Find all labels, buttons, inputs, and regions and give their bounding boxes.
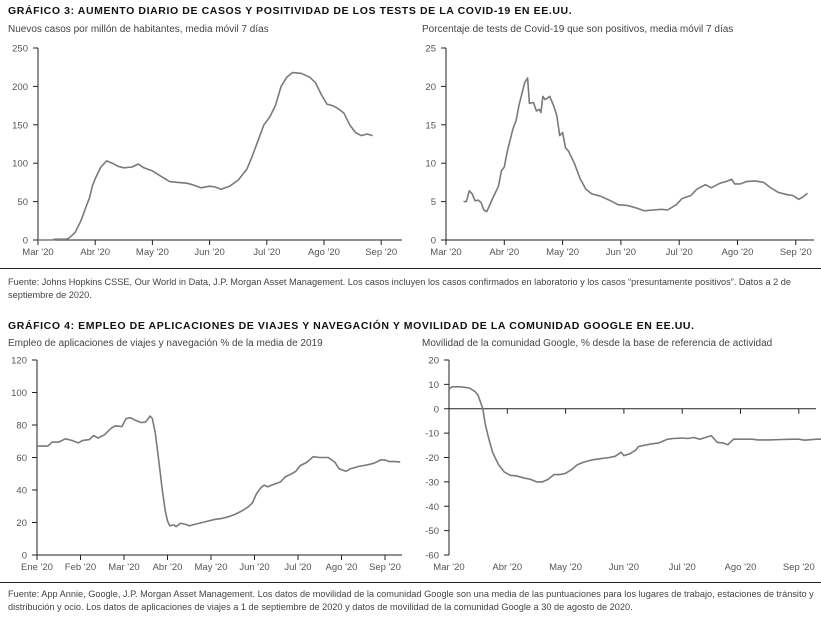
figure-4-title: GRÁFICO 4: EMPLEO DE APLICACIONES DE VIA… — [8, 320, 695, 332]
travel-apps-x-tick-label: Mar '20 — [108, 562, 139, 573]
google-mobility-x-tick-label: May '20 — [549, 562, 582, 573]
google-mobility-y-tick-label: -10 — [425, 429, 439, 440]
travel-apps-y-tick-label: 20 — [16, 518, 27, 529]
cases-series-line — [38, 71, 373, 241]
travel-apps-y-tick-label: 80 — [16, 421, 27, 432]
google-mobility-y-tick-label: 20 — [428, 356, 439, 367]
google-mobility-series-line — [448, 386, 821, 483]
travel-apps-y-tick-label: 0 — [22, 551, 27, 562]
positivity-y-tick-label: 10 — [425, 159, 436, 170]
positivity-x-tick-label: Jun '20 — [606, 247, 636, 258]
positivity-y-tick-label: 0 — [431, 236, 436, 247]
positivity-x-tick-label: May '20 — [546, 247, 579, 258]
positivity-y-tick-label: 5 — [431, 197, 436, 208]
cases-y-tick-label: 0 — [23, 236, 28, 247]
google-mobility-y-tick-label: -60 — [425, 551, 439, 562]
google-mobility-y-tick-label: -50 — [425, 526, 439, 537]
google-mobility-x-tick-label: Ago '20 — [725, 562, 757, 573]
google-mobility-y-tick-label: 0 — [434, 404, 439, 415]
chart-cases-subtitle: Nuevos casos por millón de habitantes, m… — [8, 24, 269, 35]
positivity-x-tick-label: Jul '20 — [666, 247, 693, 258]
travel-apps-y-tick-label: 100 — [11, 388, 27, 399]
google-mobility-x-tick-label: Abr '20 — [492, 562, 522, 573]
travel-apps-y-tick-label: 40 — [16, 486, 27, 497]
figure-4-source: Fuente: App Annie, Google, J.P. Morgan A… — [8, 589, 814, 612]
travel-apps-y-tick-label: 60 — [16, 453, 27, 464]
travel-apps-x-tick-label: Abr '20 — [153, 562, 183, 573]
chart-travel-subtitle: Empleo de aplicaciones de viajes y naveg… — [8, 338, 323, 349]
travel-apps-x-tick-label: Ene '20 — [21, 562, 53, 573]
google-mobility-y-tick-label: -20 — [425, 453, 439, 464]
cases-y-tick-label: 150 — [12, 120, 28, 131]
google-mobility-y-tick-label: -40 — [425, 502, 439, 513]
chart-mobility-subtitle: Movilidad de la comunidad Google, % desd… — [422, 338, 773, 349]
travel-apps-x-tick-label: Sep '20 — [369, 562, 401, 573]
travel-apps-x-tick-label: May '20 — [195, 562, 228, 573]
cases-y-tick-label: 250 — [12, 44, 28, 55]
cases-x-tick-label: Ago '20 — [308, 247, 340, 258]
cases-y-tick-label: 100 — [12, 159, 28, 170]
positivity-series-line — [463, 77, 809, 213]
google-mobility-x-tick-label: Sep '20 — [783, 562, 815, 573]
cases-y-tick-label: 200 — [12, 82, 28, 93]
figure-3-source: Fuente: Johns Hopkins CSSE, Our World in… — [8, 277, 792, 300]
cases-x-tick-label: Jun '20 — [194, 247, 224, 258]
travel-apps-x-tick-label: Jun '20 — [239, 562, 269, 573]
cases-x-tick-label: Mar '20 — [22, 247, 53, 258]
chart-positivity-subtitle: Porcentaje de tests de Covid-19 que son … — [422, 24, 734, 35]
google-mobility-x-tick-label: Mar '20 — [433, 562, 464, 573]
positivity-x-tick-label: Ago '20 — [722, 247, 754, 258]
travel-apps-y-tick-label: 120 — [11, 356, 27, 367]
positivity-y-tick-label: 25 — [425, 44, 436, 55]
divider — [0, 268, 821, 269]
positivity-y-tick-label: 15 — [425, 120, 436, 131]
travel-apps-series-line — [37, 415, 401, 528]
positivity-x-tick-label: Sep '20 — [780, 247, 812, 258]
travel-apps-x-tick-label: Jul '20 — [284, 562, 311, 573]
positivity-x-tick-label: Mar '20 — [430, 247, 461, 258]
positivity-y-tick-label: 20 — [425, 82, 436, 93]
google-mobility-y-tick-label: 10 — [428, 380, 439, 391]
travel-apps-x-tick-label: Ago '20 — [326, 562, 358, 573]
divider — [0, 582, 821, 583]
cases-x-tick-label: May '20 — [136, 247, 169, 258]
cases-x-tick-label: Jul '20 — [253, 247, 280, 258]
cases-y-tick-label: 50 — [17, 197, 28, 208]
google-mobility-y-tick-label: -30 — [425, 477, 439, 488]
positivity-x-tick-label: Abr '20 — [489, 247, 519, 258]
cases-x-tick-label: Sep '20 — [365, 247, 397, 258]
figure-3-title: GRÁFICO 3: AUMENTO DIARIO DE CASOS Y POS… — [8, 5, 573, 17]
cases-x-tick-label: Abr '20 — [80, 247, 110, 258]
google-mobility-x-tick-label: Jul '20 — [669, 562, 696, 573]
travel-apps-x-tick-label: Feb '20 — [65, 562, 96, 573]
google-mobility-x-tick-label: Jun '20 — [609, 562, 639, 573]
